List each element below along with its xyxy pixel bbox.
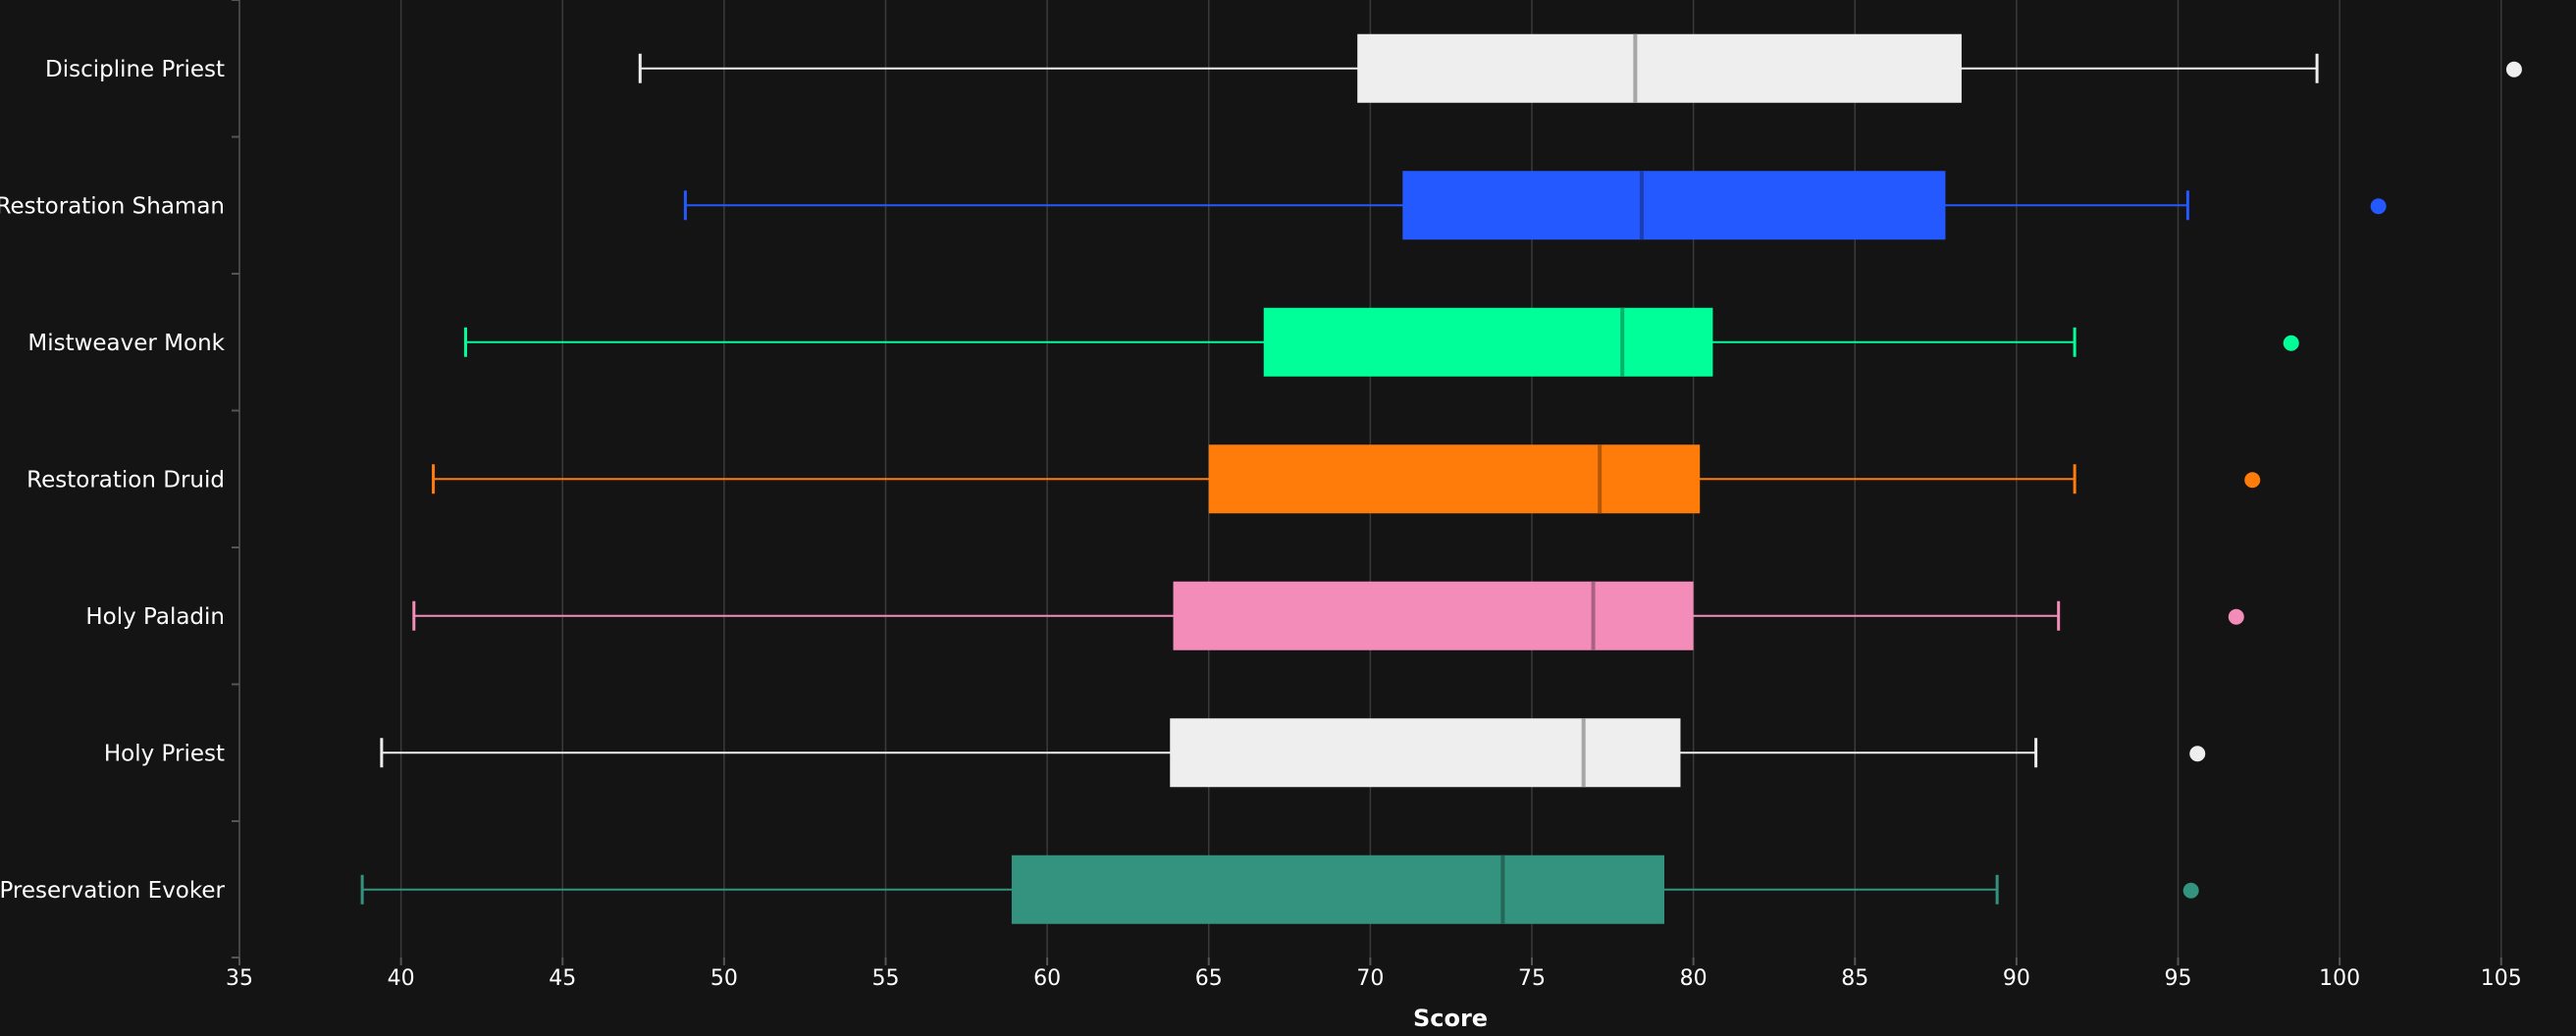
box-series	[360, 33, 2522, 924]
box-preservation-evoker	[360, 855, 2199, 924]
category-label: Mistweaver Monk	[27, 331, 225, 356]
x-tick-label: 55	[872, 966, 900, 991]
x-tick-label: 105	[2481, 966, 2522, 991]
box-holy-paladin	[412, 581, 2244, 650]
category-label: Preservation Evoker	[0, 878, 226, 904]
category-label: Holy Priest	[104, 741, 225, 766]
box-mistweaver-monk	[463, 307, 2299, 377]
y-axis-category-labels: Discipline Priest Restoration Shaman Mistw…	[0, 57, 226, 904]
x-tick-label: 65	[1195, 966, 1223, 991]
iqr-box	[1011, 855, 1664, 924]
x-tick-label: 95	[2165, 966, 2192, 991]
x-tick-label: 40	[388, 966, 415, 991]
outlier-point	[2228, 608, 2244, 625]
x-tick-label: 45	[549, 966, 576, 991]
outlier-point	[2370, 198, 2387, 215]
outlier-point	[2182, 882, 2199, 899]
iqr-box	[1357, 33, 1962, 103]
iqr-box	[1208, 444, 1701, 514]
iqr-box	[1170, 718, 1681, 788]
box-restoration-shaman	[683, 171, 2387, 240]
x-tick-label: 90	[2003, 966, 2030, 991]
outlier-point	[2244, 472, 2261, 489]
x-tick-label: 35	[226, 966, 253, 991]
x-tick-label: 100	[2319, 966, 2360, 991]
y-axis-ticks	[232, 0, 239, 958]
x-axis-tick-labels: 35 40 45 50 55 60 65 70 75 80 85 90 95 100 105	[226, 966, 2522, 991]
iqr-box	[1402, 171, 1946, 240]
x-tick-label: 70	[1356, 966, 1384, 991]
outlier-point	[2505, 61, 2522, 78]
x-tick-label: 85	[1841, 966, 1868, 991]
iqr-box	[1173, 581, 1694, 650]
box-discipline-priest	[638, 33, 2522, 103]
x-axis-title: Score	[1413, 1005, 1488, 1032]
x-tick-label: 60	[1033, 966, 1061, 991]
category-label: Restoration Druid	[26, 467, 225, 492]
outlier-point	[2189, 746, 2206, 762]
iqr-box	[1263, 307, 1713, 377]
box-restoration-druid	[432, 444, 2261, 514]
x-tick-label: 50	[710, 966, 738, 991]
category-label: Holy Paladin	[85, 604, 225, 630]
category-label: Discipline Priest	[45, 57, 225, 82]
outlier-point	[2283, 335, 2299, 351]
x-tick-label: 80	[1680, 966, 1708, 991]
box-holy-priest	[380, 718, 2206, 788]
category-label: Restoration Shaman	[0, 193, 225, 219]
x-tick-label: 75	[1518, 966, 1546, 991]
